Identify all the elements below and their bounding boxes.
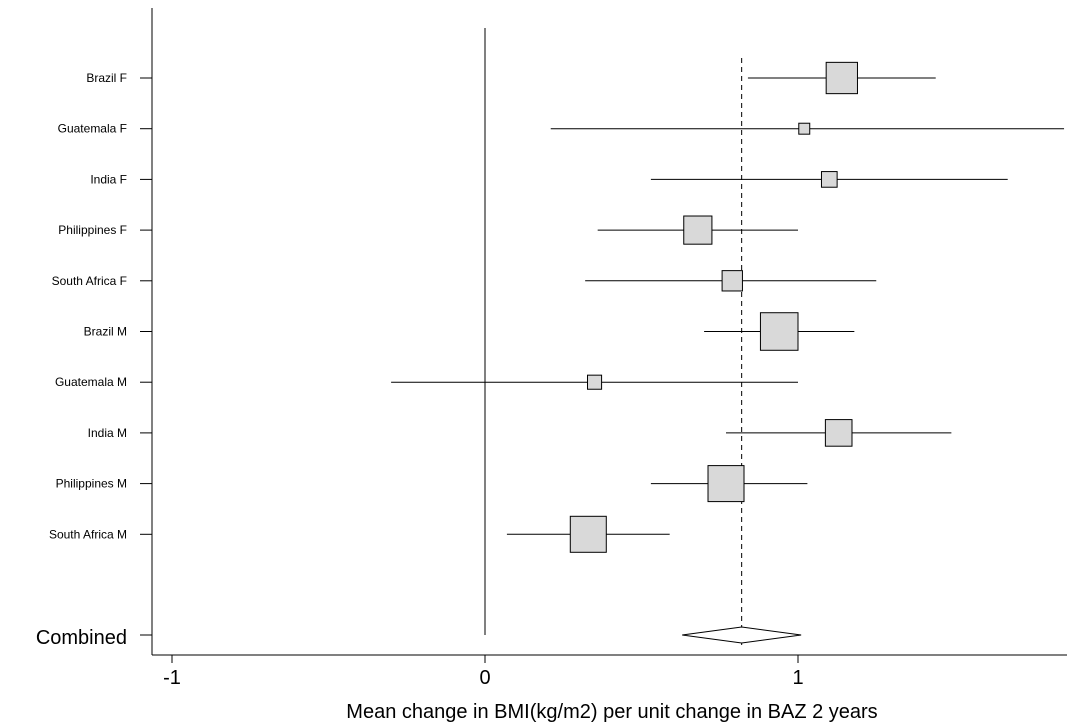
combined-diamond xyxy=(682,626,802,644)
x-axis-label: Mean change in BMI(kg/m2) per unit chang… xyxy=(346,701,877,723)
study-row: Guatemala M xyxy=(55,374,798,390)
study-label: Guatemala F xyxy=(58,122,127,136)
x-tick-label: 0 xyxy=(479,667,490,689)
study-row: South Africa M xyxy=(49,515,670,553)
point-estimate-box xyxy=(683,215,713,245)
study-label: Philippines F xyxy=(58,223,127,237)
x-tick-label: -1 xyxy=(163,667,181,689)
study-row: India F xyxy=(90,171,1008,188)
study-label: South Africa F xyxy=(52,274,127,288)
point-estimate-box xyxy=(707,465,745,503)
study-row: Guatemala F xyxy=(58,122,1065,136)
study-row: India M xyxy=(88,419,952,447)
point-estimate-box xyxy=(824,419,853,447)
point-estimate-box xyxy=(569,515,607,553)
axes: -1 0 1 xyxy=(151,8,1067,689)
study-row: Brazil F xyxy=(86,61,936,95)
study-row: Brazil M xyxy=(84,312,855,351)
reference-lines xyxy=(484,28,743,645)
point-estimate-box xyxy=(798,122,811,135)
study-label: South Africa M xyxy=(49,527,127,541)
study-label: Brazil M xyxy=(84,325,127,339)
point-estimate-box xyxy=(825,61,858,95)
point-estimate-box xyxy=(759,312,799,351)
study-label: Guatemala M xyxy=(55,375,127,389)
point-estimate-box xyxy=(587,374,603,390)
study-row: South Africa F xyxy=(52,270,877,292)
combined-label: Combined xyxy=(36,627,127,649)
study-label: Brazil F xyxy=(86,71,127,85)
point-estimate-box xyxy=(721,270,743,292)
study-row: Philippines F xyxy=(58,215,798,245)
x-tick-label: 1 xyxy=(792,667,803,689)
study-label: India F xyxy=(90,172,127,186)
point-estimate-box xyxy=(820,171,838,188)
study-label: India M xyxy=(88,426,127,440)
study-rows: Brazil F Guatemala F India F Philippines F S… xyxy=(49,61,1065,553)
study-row: Philippines M xyxy=(56,465,808,503)
combined-row: Combined xyxy=(36,626,802,649)
study-label: Philippines M xyxy=(56,477,127,491)
